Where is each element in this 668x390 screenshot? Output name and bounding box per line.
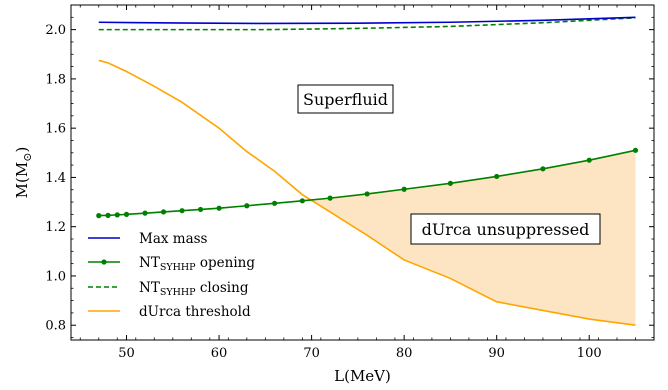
data-point-nt-opening bbox=[105, 212, 111, 218]
series-line-durca-threshold bbox=[98, 59, 636, 327]
annotation-superfluid-box bbox=[297, 84, 394, 114]
data-point-nt-opening bbox=[123, 211, 130, 217]
x-tick-label: 70 bbox=[303, 346, 320, 361]
y-tick-label: 1.0 bbox=[45, 269, 66, 284]
y-tick-label: 1.4 bbox=[45, 171, 66, 186]
data-point-nt-opening bbox=[447, 180, 454, 186]
data-point-nt-opening bbox=[632, 147, 639, 153]
data-point-nt-opening bbox=[114, 212, 120, 218]
annotation-superfluid-text: Superfluid bbox=[303, 90, 388, 109]
tick-layer: 50 60 70 80 90 100 0.8 1.0 1.2 1.4 1.6 1.8 2.0 bbox=[45, 5, 654, 361]
annotation-durca-text: dUrca unsuppressed bbox=[422, 220, 590, 239]
data-point-nt-opening bbox=[540, 166, 546, 172]
data-point-nt-opening bbox=[271, 200, 278, 206]
x-tick-label: 80 bbox=[396, 346, 413, 361]
legend-nt-opening-suffix: opening bbox=[196, 255, 256, 271]
annotation-durca-unsuppressed: dUrca unsuppressed bbox=[410, 213, 601, 245]
data-point-nt-opening bbox=[160, 209, 167, 215]
legend-nt-opening-main: NT bbox=[139, 255, 160, 271]
y-axis-label-sub: ⊙ bbox=[21, 153, 34, 162]
annotation-durca-box bbox=[410, 213, 601, 245]
y-tick-label: 0.8 bbox=[45, 319, 66, 334]
data-point-nt-opening bbox=[244, 203, 250, 209]
y-tick-label: 1.2 bbox=[45, 220, 66, 235]
annotation-superfluid: Superfluid bbox=[297, 84, 394, 114]
data-point-nt-opening bbox=[494, 173, 500, 180]
x-tick-label: 100 bbox=[577, 346, 602, 361]
legend-label-nt-closing: NTSYHHP closing bbox=[139, 280, 249, 298]
data-point-nt-opening bbox=[142, 210, 148, 216]
y-tick-label: 1.6 bbox=[45, 122, 66, 137]
x-axis-label: L(MeV) bbox=[334, 367, 391, 385]
data-point-nt-opening bbox=[299, 198, 305, 204]
legend-nt-closing-suffix: closing bbox=[196, 280, 249, 296]
data-point-nt-opening bbox=[364, 191, 370, 197]
data-point-nt-opening bbox=[586, 157, 592, 163]
legend-marker-nt-opening bbox=[101, 259, 107, 265]
y-tick-label: 1.8 bbox=[45, 72, 66, 87]
legend-nt-opening-sub: SYHHP bbox=[160, 262, 196, 273]
data-point-nt-opening bbox=[216, 205, 222, 211]
y-axis-label-main: M(M bbox=[13, 162, 31, 199]
plot-frame bbox=[70, 4, 655, 341]
x-tick-label: 60 bbox=[211, 346, 228, 361]
data-point-nt-opening bbox=[327, 195, 333, 201]
data-point-nt-opening bbox=[96, 213, 102, 219]
y-axis-label: M(M⊙) bbox=[13, 147, 34, 199]
legend-nt-closing-main: NT bbox=[139, 280, 160, 296]
legend: Max mass NTSYHHP opening NTSYHHP closing… bbox=[88, 231, 255, 320]
series-layer bbox=[96, 16, 639, 327]
data-point-nt-opening bbox=[179, 208, 185, 214]
legend-label-nt-opening: NTSYHHP opening bbox=[139, 255, 255, 273]
legend-nt-closing-sub: SYHHP bbox=[160, 287, 196, 298]
x-tick-label: 90 bbox=[488, 346, 505, 361]
data-point-nt-opening bbox=[197, 206, 204, 213]
series-line-nt-closing bbox=[98, 17, 636, 31]
data-point-nt-opening bbox=[401, 186, 407, 192]
series-line-max-mass bbox=[98, 16, 636, 25]
legend-label-max-mass: Max mass bbox=[139, 231, 208, 247]
legend-label-durca-threshold: dUrca threshold bbox=[139, 304, 251, 320]
series-line-nt-opening bbox=[98, 149, 636, 217]
y-axis-label-close: ) bbox=[13, 147, 31, 153]
x-tick-label: 50 bbox=[118, 346, 135, 361]
y-tick-label: 2.0 bbox=[45, 23, 66, 38]
